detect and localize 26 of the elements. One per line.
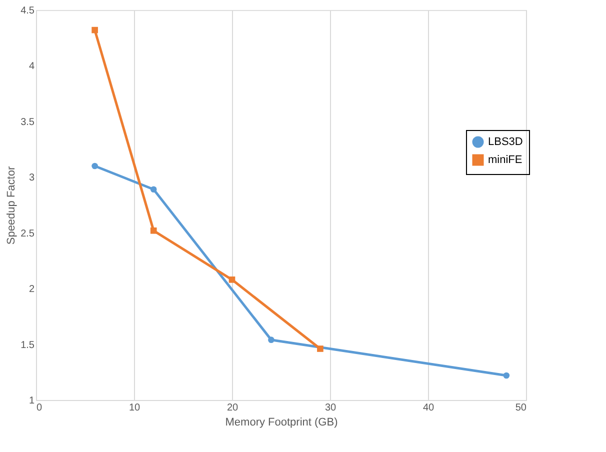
point [503, 372, 510, 379]
y-tick-label: 4.5 [20, 6, 35, 16]
y-tick-label: 4 [28, 61, 35, 72]
y-tick-label: 3.5 [20, 116, 35, 128]
point [317, 346, 324, 352]
x-axis-title: Memory Footprint (GB) [225, 416, 338, 428]
y-tick-label: 1 [28, 396, 35, 406]
legend-label: LBS3D [488, 136, 523, 148]
point [150, 227, 157, 234]
y-tick-label: 3 [28, 172, 35, 184]
y-tick-label: 2 [28, 284, 35, 296]
x-tick-label: 30 [324, 402, 336, 414]
point [150, 186, 157, 193]
y-tick-label: 2.5 [20, 228, 35, 240]
y-tick-label: 1.5 [20, 340, 35, 351]
point [92, 26, 98, 34]
x-tick-label: 40 [422, 402, 434, 414]
x-tick-label: 0 [36, 402, 42, 414]
x-tick-label: 20 [226, 402, 238, 414]
point [268, 336, 274, 343]
y-axis-title: Speedup Factor [6, 166, 18, 245]
x-tick-label: 10 [128, 402, 140, 414]
legend-label: miniFE [488, 154, 522, 166]
point [92, 162, 98, 170]
x-tick-label: 50 [515, 402, 527, 414]
point [228, 276, 236, 283]
